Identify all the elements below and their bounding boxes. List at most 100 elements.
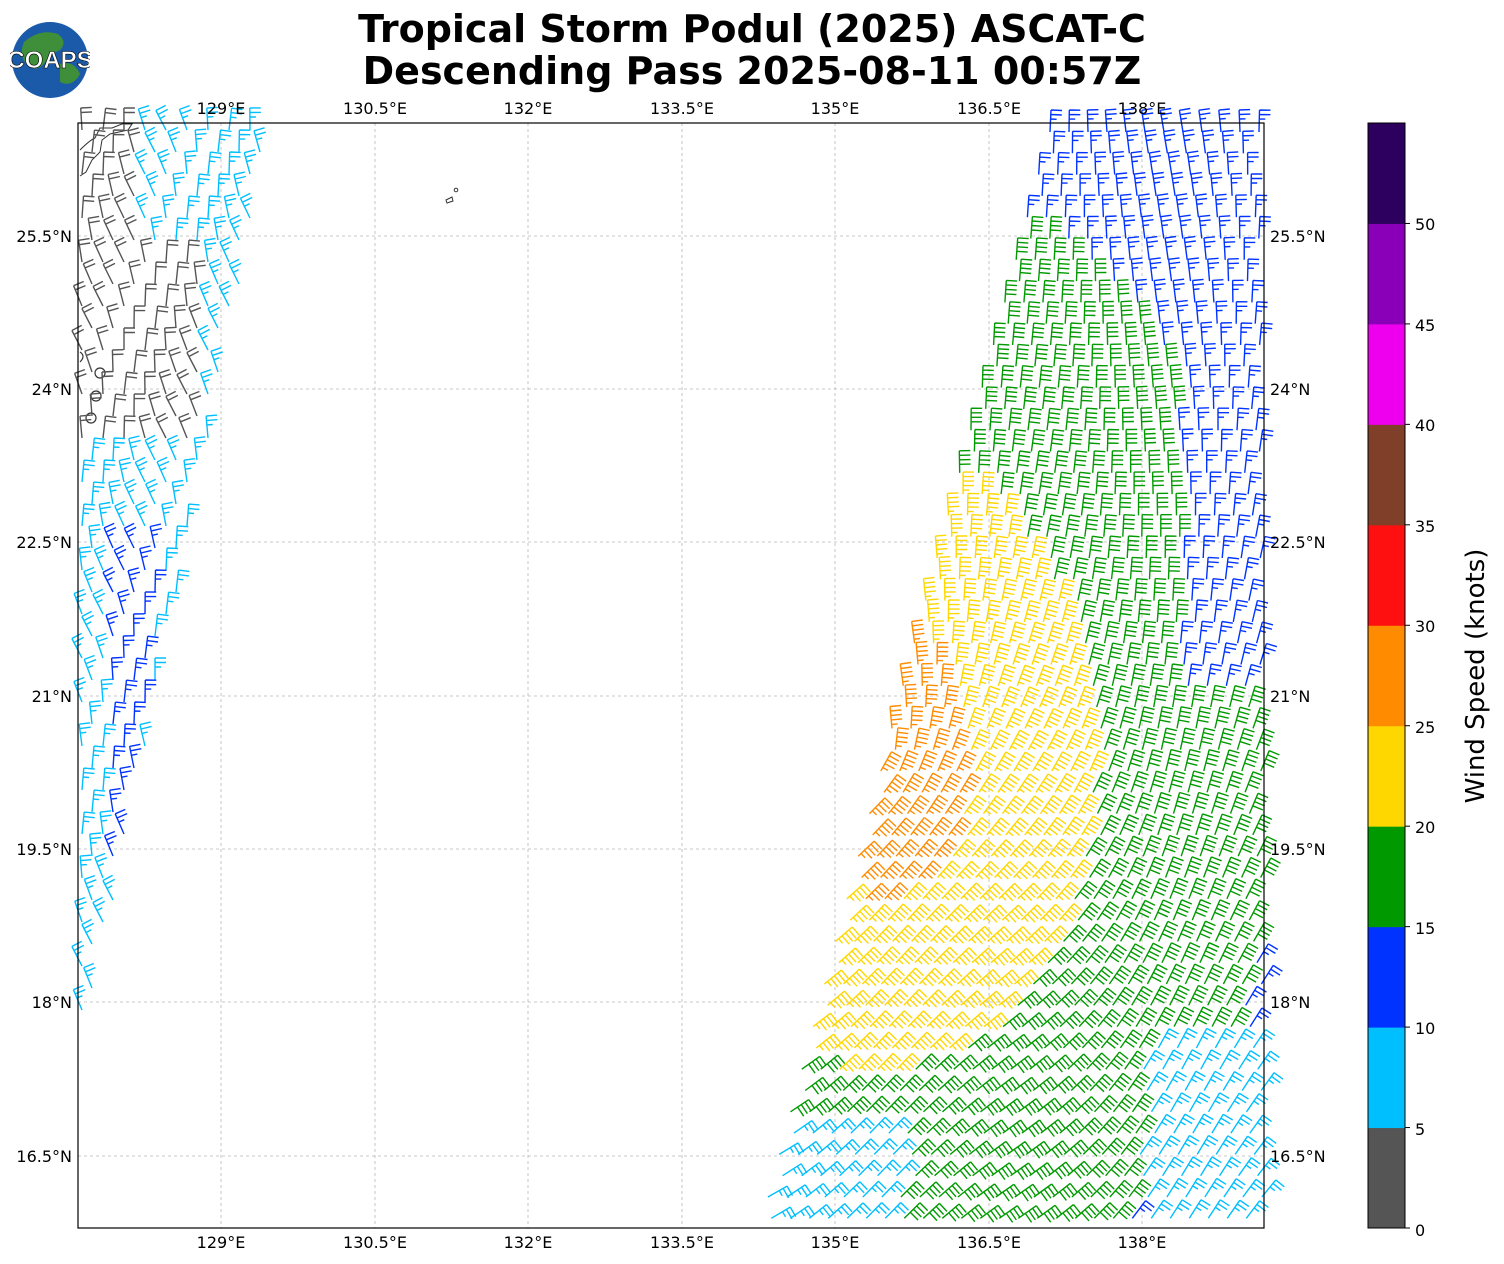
wind-barb: [1214, 920, 1236, 942]
wind-barb: [992, 322, 1006, 346]
wind-barb: [911, 924, 936, 944]
wind-barb: [1109, 236, 1122, 260]
wind-barb: [1200, 1156, 1222, 1177]
wind-barb: [981, 364, 995, 388]
wind-barb: [1240, 535, 1256, 559]
wind-barb: [78, 546, 91, 571]
wind-barb: [1191, 791, 1210, 814]
wind-barb: [1217, 727, 1235, 750]
wind-barb: [128, 259, 141, 285]
wind-barb: [1226, 1199, 1250, 1219]
wind-barb: [239, 192, 253, 219]
wind-barb: [81, 151, 96, 175]
wind-barb: [1112, 878, 1134, 900]
wind-barb: [1089, 750, 1109, 772]
wind-barb: [1235, 194, 1247, 218]
wind-barb: [937, 1075, 963, 1094]
wind-barb: [1018, 1098, 1044, 1116]
wind-barb: [1173, 385, 1187, 409]
wind-barb: [937, 968, 963, 987]
wind-barb: [873, 1138, 898, 1155]
wind-barb: [1126, 129, 1139, 154]
wind-barb: [1183, 535, 1196, 559]
wind-barb: [1131, 985, 1153, 1006]
wind-barb: [918, 967, 944, 987]
wind-barb: [944, 684, 960, 708]
wind-barb: [1245, 1200, 1269, 1219]
wind-barb: [1184, 342, 1197, 367]
wind-barb: [978, 450, 991, 473]
wind-barb: [71, 324, 85, 351]
wind-barb: [1070, 967, 1095, 986]
wind-barb: [950, 513, 963, 537]
wind-barb: [106, 303, 119, 329]
wind-barb: [1131, 1093, 1155, 1113]
wind-barb: [1058, 794, 1082, 815]
wind-barb: [1004, 492, 1020, 516]
wind-barb: [83, 962, 96, 989]
wind-barb: [925, 684, 938, 708]
wind-barb: [1244, 450, 1259, 473]
wind-barb: [1152, 171, 1165, 197]
wind-barb: [172, 172, 185, 197]
wind-barb: [1045, 301, 1060, 324]
wind-barb: [904, 1095, 929, 1114]
wind-barb: [1094, 151, 1107, 175]
wind-barb: [1043, 816, 1067, 836]
wind-barb: [1057, 471, 1073, 495]
wind-barb: [1092, 450, 1106, 473]
wind-barb: [1041, 173, 1055, 196]
wind-barb: [1049, 429, 1065, 452]
wind-barb: [243, 149, 257, 175]
wind-barb: [228, 107, 243, 131]
wind-barb: [911, 619, 925, 644]
wind-barb: [1153, 278, 1166, 303]
wind-barb: [1011, 322, 1026, 346]
wind-barb: [1071, 1181, 1097, 1201]
wind-barb: [1042, 493, 1059, 516]
wind-barb: [1218, 108, 1231, 133]
wind-barb: [88, 700, 102, 725]
wind-barb: [166, 434, 180, 461]
wind-barb: [1191, 684, 1207, 708]
wind-barb: [967, 1033, 993, 1052]
wind-barb: [1157, 299, 1170, 324]
right-lat-label: 18°N: [1270, 993, 1310, 1012]
wind-barb: [1077, 793, 1100, 814]
wind-barb: [1083, 301, 1096, 324]
wind-barb: [1162, 428, 1175, 452]
wind-barb: [1241, 964, 1264, 985]
wind-barb: [1192, 385, 1205, 409]
wind-barb: [1081, 707, 1101, 729]
colorbar-bin: [1368, 524, 1405, 626]
wind-barb: [1130, 663, 1147, 686]
top-lon-label: 138°E: [1118, 99, 1167, 118]
wind-barb: [144, 371, 156, 395]
wind-barb: [1145, 642, 1160, 665]
wind-barb: [816, 1139, 842, 1155]
wind-barb: [938, 556, 952, 580]
wind-barb: [1129, 556, 1144, 580]
wind-barb: [1051, 1075, 1077, 1094]
colorbar: 0 5 10 15 20 25 30 35 40 45 50 Wind Spee…: [1367, 122, 1491, 1240]
wind-barb: [89, 392, 102, 417]
wind-barb: [1210, 899, 1231, 921]
wind-barb: [1099, 386, 1112, 409]
wind-barb: [175, 261, 190, 285]
wind-barb: [112, 393, 127, 417]
wind-barb: [74, 896, 87, 923]
wind-barb: [1051, 860, 1075, 879]
wind-barb: [153, 349, 166, 373]
wind-barb: [1208, 364, 1221, 388]
wind-barb: [175, 217, 189, 241]
wind-barb: [1063, 1139, 1089, 1158]
colorbar-tick: 10: [1415, 1019, 1435, 1038]
wind-barb: [1123, 214, 1136, 239]
wind-barb: [1117, 386, 1130, 409]
wind-barb: [1037, 1097, 1063, 1116]
wind-barb: [974, 535, 988, 559]
colorbar-bin: [1368, 926, 1405, 1028]
wind-barb: [1134, 684, 1151, 708]
wind-barb: [1073, 664, 1092, 687]
wind-barb: [934, 1053, 959, 1072]
